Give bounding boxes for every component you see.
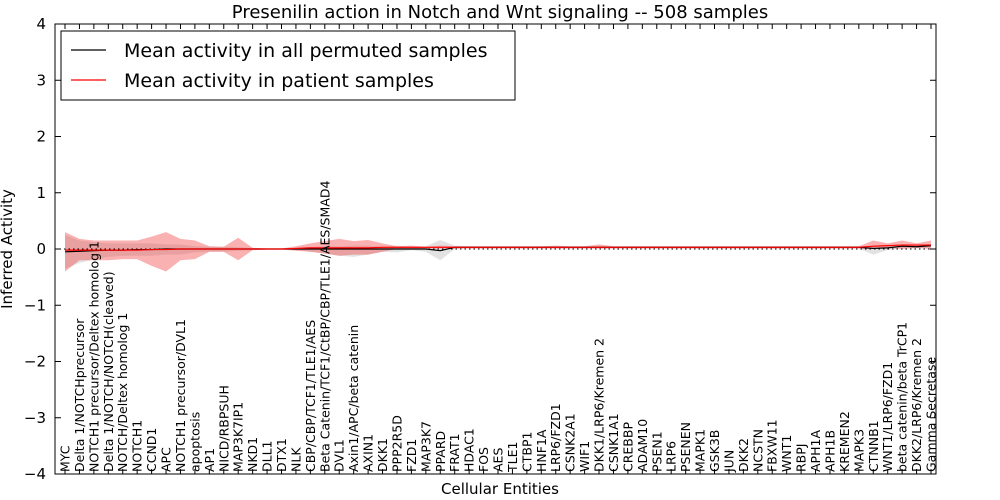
- x-tick-label: PSENEN: [678, 422, 693, 472]
- x-tick-label: PPARD: [433, 431, 448, 472]
- x-tick-label: Gamma Secretase: [924, 357, 939, 472]
- chart-title: Presenilin action in Notch and Wnt signa…: [232, 2, 768, 23]
- x-tick-label: CTBP1: [519, 432, 534, 472]
- series-1-line: [65, 244, 931, 251]
- x-tick-label: DKK1/LRP6/Kremen 2: [592, 338, 607, 472]
- legend-label-1: Mean activity in patient samples: [124, 70, 434, 92]
- x-tick-label: JUN: [721, 450, 736, 473]
- x-axis-ticks: MYC Delta 1/NOTCHprecursor NOTCH1 precurso…: [58, 24, 939, 474]
- x-tick-label: DKK1: [375, 438, 390, 472]
- x-tick-label: CBP/CBP/TCF1/TLE1/AES: [303, 320, 318, 472]
- x-tick-label: DTX1: [274, 438, 289, 472]
- x-tick-label: MAPK3: [851, 429, 866, 472]
- x-tick-label: APH1B: [822, 430, 837, 472]
- x-tick-label: FOS: [476, 447, 491, 472]
- x-tick-label: FRAT1: [447, 433, 462, 472]
- x-tick-label: Beta Catenin/TCF1/CtBP/CBP/TLE1/AES/SMAD…: [317, 181, 332, 472]
- x-tick-label: FZD1: [404, 439, 419, 472]
- x-tick-label: LRP6: [664, 441, 679, 472]
- x-tick-label: WIF1: [577, 441, 592, 472]
- legend: Mean activity in all permuted samples Mea…: [60, 30, 516, 101]
- x-tick-label: AXIN1: [361, 434, 376, 472]
- x-tick-label: MAP3K7IP1: [231, 402, 246, 472]
- y-axis-ticks: −4 −3 −2 −1 0 1 2 3 4: [24, 15, 936, 483]
- x-tick-label: APC: [159, 447, 174, 472]
- x-tick-label: beta catenin/beta TrCP1: [895, 322, 910, 472]
- x-tick-label: MAPK1: [693, 429, 708, 472]
- x-tick-label: MAP3K7: [418, 421, 433, 472]
- y-tick-label: −3: [24, 409, 46, 427]
- x-tick-label: KREMEN2: [837, 411, 852, 472]
- x-tick-label: TLE1: [505, 442, 520, 473]
- y-tick-label: 3: [36, 71, 46, 89]
- x-tick-label: PPP2R5D: [389, 415, 404, 472]
- x-tick-label: AP1: [202, 448, 217, 472]
- x-tick-label: ADAM10: [635, 419, 650, 472]
- x-tick-label: RBPJ: [794, 444, 809, 473]
- confidence-bands: [65, 232, 931, 272]
- y-tick-label: 4: [36, 15, 46, 33]
- x-tick-label: NOTCH1 precursor/Deltex homolog 1: [86, 241, 101, 472]
- legend-label-0: Mean activity in all permuted samples: [124, 40, 487, 62]
- x-tick-label: NCSTN: [750, 429, 765, 472]
- x-tick-label: PSEN1: [649, 431, 664, 472]
- series-1-band: [65, 232, 931, 272]
- y-axis-label: Inferred Activity: [0, 189, 16, 309]
- x-tick-label: Axin1/APC/beta catenin: [346, 325, 361, 472]
- x-tick-label: HDAC1: [462, 428, 477, 472]
- x-tick-label: NKD1: [245, 437, 260, 472]
- x-tick-label: Delta 1/NOTCH/NOTCH(cleaved): [101, 271, 116, 472]
- x-tick-label: NOTCH/Deltex homolog 1: [115, 313, 130, 472]
- x-tick-label: DVL1: [332, 439, 347, 472]
- x-axis-label: Cellular Entities: [441, 480, 559, 498]
- x-tick-label: WNT1: [779, 435, 794, 472]
- x-tick-label: NICD/RBPSUH: [216, 385, 231, 472]
- y-tick-label: 2: [36, 128, 46, 146]
- series-lines: [64, 244, 932, 253]
- x-tick-label: NOTCH1: [130, 420, 145, 472]
- x-tick-label: FBXW11: [765, 419, 780, 472]
- x-tick-label: GSK3B: [707, 430, 722, 472]
- x-tick-label: NOTCH1 precursor/DVL1: [173, 319, 188, 472]
- x-tick-label: CSNK2A1: [563, 413, 578, 472]
- x-tick-label: HNF1A: [534, 429, 549, 472]
- x-tick-label: CSNK1A1: [606, 413, 621, 472]
- x-tick-label: AES: [491, 448, 506, 472]
- y-tick-label: 1: [36, 184, 46, 202]
- x-tick-label: MYC: [58, 445, 73, 472]
- y-tick-label: −1: [24, 296, 46, 314]
- x-tick-label: WNT1/LRP6/FZD1: [880, 362, 895, 472]
- x-tick-label: CREBBP: [620, 422, 635, 472]
- y-tick-label: −2: [24, 353, 46, 371]
- x-tick-label: DKK2/LRP6/Kremen 2: [909, 338, 924, 472]
- x-tick-label: apoptosis: [187, 412, 202, 472]
- x-tick-label: NLK: [288, 447, 303, 472]
- x-tick-label: CTNNB1: [866, 420, 881, 472]
- y-tick-label: −4: [24, 465, 46, 483]
- x-tick-label: CCND1: [144, 428, 159, 472]
- x-tick-label: DLL1: [260, 440, 275, 472]
- y-tick-label: 0: [36, 240, 46, 258]
- x-tick-label: APH1A: [808, 430, 823, 472]
- x-tick-label: LRP6/FZD1: [548, 403, 563, 472]
- x-tick-label: DKK2: [736, 438, 751, 472]
- x-tick-label: Delta 1/NOTCHprecursor: [72, 318, 87, 472]
- legend-box: [60, 30, 516, 101]
